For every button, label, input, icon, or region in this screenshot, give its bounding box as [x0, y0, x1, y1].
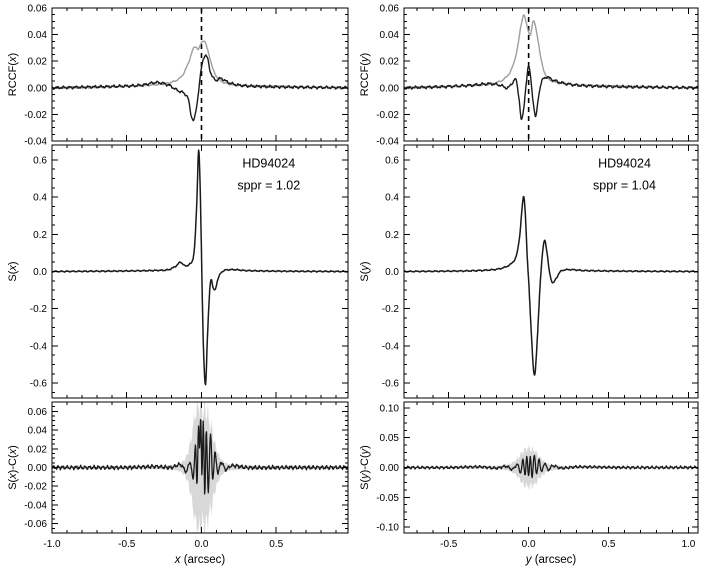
y-axis-label: S(x)-C(x) — [7, 445, 19, 490]
y-tick-label: -0.6 — [30, 379, 48, 390]
y-tick-label: 0.6 — [33, 155, 47, 166]
x-axis-label: y (arcsec) — [525, 554, 577, 566]
y-tick-label: 0.06 — [28, 4, 48, 15]
series-residual — [52, 418, 348, 495]
x-tick-label: -0.5 — [118, 539, 136, 550]
y-axis-label: RCCF(y) — [359, 53, 371, 96]
panel-annotation: sppr = 1.04 — [593, 179, 656, 193]
y-tick-label: 0.10 — [380, 403, 400, 414]
x-tick-label: 1.0 — [681, 539, 695, 550]
y-tick-label: -0.04 — [376, 137, 399, 148]
y-tick-label: -0.2 — [382, 304, 400, 315]
y-tick-label: -0.02 — [24, 482, 47, 493]
plot-area — [404, 444, 698, 491]
y-tick-label: 0.4 — [385, 193, 399, 204]
x-tick-label: 0.5 — [602, 539, 616, 550]
y-tick-label: 0.2 — [33, 230, 47, 241]
y-tick-label: -0.04 — [24, 137, 47, 148]
y-tick-label: 0.00 — [28, 83, 48, 94]
y-tick-label: 0.0 — [385, 267, 399, 278]
y-tick-label: 0.00 — [28, 463, 48, 474]
panel-rccf_y: -0.04 -0.02 0.00 0.02 0.04 0.06 RCCF(y) — [359, 4, 699, 148]
y-tick-label: 0.06 — [380, 4, 400, 15]
y-axis-label: S(y) — [359, 261, 371, 281]
series-shift-and-subtract — [404, 195, 698, 376]
y-tick-label: 0.06 — [28, 407, 48, 418]
uncertainty-band — [52, 402, 348, 533]
y-tick-label: -0.4 — [382, 341, 400, 352]
series-target-rccf — [52, 54, 348, 122]
x-axis-label: x (arcsec) — [174, 554, 226, 566]
y-tick-label: 0.02 — [28, 57, 48, 68]
y-tick-label: 0.4 — [33, 193, 47, 204]
y-tick-label: -0.6 — [382, 379, 400, 390]
y-tick-label: 0.00 — [380, 463, 400, 474]
panel-annotation: sppr = 1.02 — [237, 179, 300, 193]
y-tick-label: -0.05 — [376, 493, 399, 504]
panel-frame — [403, 7, 699, 142]
x-tick-label: 0.0 — [195, 539, 209, 550]
y-tick-label: 0.04 — [28, 426, 48, 437]
panel-rccf_x: -0.04 -0.02 0.00 0.02 0.04 0.06 RCCF(x) — [7, 4, 349, 148]
x-tick-label: -0.5 — [440, 539, 458, 550]
y-tick-label: 0.02 — [28, 444, 48, 455]
y-tick-label: 0.0 — [33, 267, 47, 278]
y-tick-label: -0.06 — [24, 519, 47, 530]
plot-area — [404, 195, 698, 376]
y-tick-label: 0.2 — [385, 230, 399, 241]
y-tick-label: 0.04 — [380, 30, 400, 41]
series-residual — [404, 454, 698, 479]
plot-area — [404, 8, 698, 141]
plot-area — [52, 149, 348, 386]
series-target-rccf — [404, 65, 698, 120]
y-tick-label: 0.05 — [380, 433, 400, 444]
y-tick-label: -0.10 — [376, 523, 399, 534]
y-tick-label: 0.6 — [385, 155, 399, 166]
y-tick-label: -0.04 — [24, 500, 47, 511]
plot-area — [52, 8, 348, 141]
panel-s_y: -0.6 -0.4 -0.2 0.0 0.2 0.4 0.6 S(y) HD94024 sppr … — [359, 144, 699, 399]
y-tick-label: 0.02 — [380, 57, 400, 68]
panel-s_x: -0.6 -0.4 -0.2 0.0 0.2 0.4 0.6 S(x) HD94024 sppr … — [7, 144, 349, 399]
panel-sx_minus_cx: -0.06 -0.04 -0.02 0.00 0.02 0.04 0.06 -1.0 -0.5 0… — [7, 401, 349, 566]
series-shift-and-subtract — [52, 149, 348, 386]
y-tick-label: -0.4 — [30, 341, 48, 352]
x-tick-label: 0.5 — [269, 539, 283, 550]
y-tick-label: 0.00 — [380, 83, 400, 94]
y-tick-label: -0.02 — [24, 110, 47, 121]
x-tick-label: 0.0 — [522, 539, 536, 550]
panel-annotation: HD94024 — [242, 156, 295, 170]
y-axis-label: S(y)-C(y) — [359, 445, 371, 490]
y-tick-label: -0.2 — [30, 304, 48, 315]
x-tick-label: -1.0 — [43, 539, 61, 550]
y-axis-label: RCCF(x) — [7, 53, 19, 96]
y-tick-label: 0.04 — [28, 30, 48, 41]
plot-area — [52, 402, 348, 533]
panel-annotation: HD94024 — [598, 156, 651, 170]
y-axis-label: S(x) — [7, 261, 19, 281]
y-tick-label: -0.02 — [376, 110, 399, 121]
panel-sy_minus_cy: -0.10 -0.05 0.00 0.05 0.10 -0.5 0.0 0.5 1.0 S(y)-… — [359, 401, 699, 566]
